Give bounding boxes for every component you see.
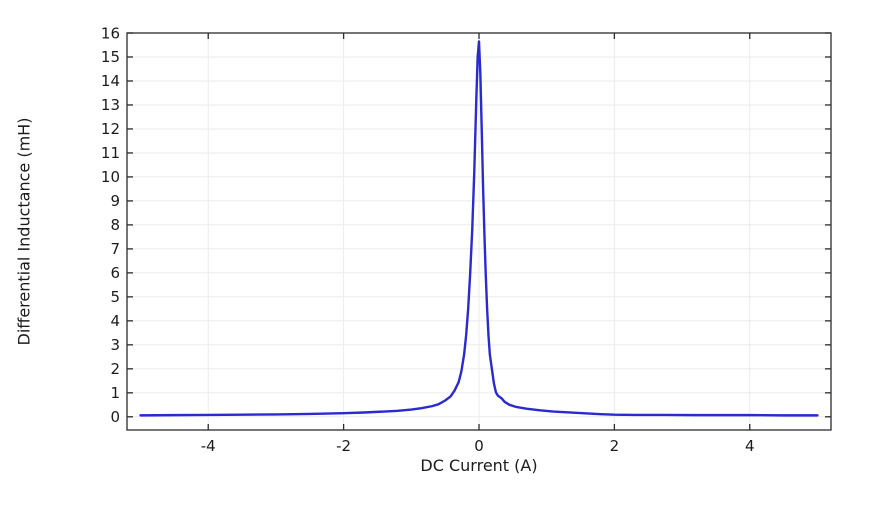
y-tick-label: 11 xyxy=(101,144,120,162)
y-tick-label: 15 xyxy=(101,48,120,66)
y-tick-label: 7 xyxy=(110,240,120,258)
y-tick-label: 0 xyxy=(110,408,120,426)
data-curve xyxy=(139,40,819,417)
y-tick-label: 16 xyxy=(101,24,120,42)
y-tick-label: 13 xyxy=(101,96,120,114)
y-tick-label: 12 xyxy=(101,120,120,138)
y-tick-label: 2 xyxy=(110,360,120,378)
x-tick-label: 0 xyxy=(474,437,484,455)
y-tick-label: 10 xyxy=(101,168,120,186)
y-tick-label: 5 xyxy=(110,288,120,306)
x-tick-label: 2 xyxy=(610,437,620,455)
x-tick-label: -4 xyxy=(201,437,216,455)
x-tick-label: 4 xyxy=(745,437,755,455)
y-tick-label: 3 xyxy=(110,336,120,354)
x-tick-label: -2 xyxy=(336,437,351,455)
y-tick-label: 9 xyxy=(110,192,120,210)
y-tick-label: 14 xyxy=(101,72,120,90)
y-tick-label: 4 xyxy=(110,312,120,330)
x-axis-title: DC Current (A) xyxy=(420,456,537,475)
y-tick-label: 8 xyxy=(110,216,120,234)
y-tick-label: 1 xyxy=(110,384,120,402)
y-axis-title: Differential Inductance (mH) xyxy=(15,118,34,346)
y-tick-label: 6 xyxy=(110,264,120,282)
